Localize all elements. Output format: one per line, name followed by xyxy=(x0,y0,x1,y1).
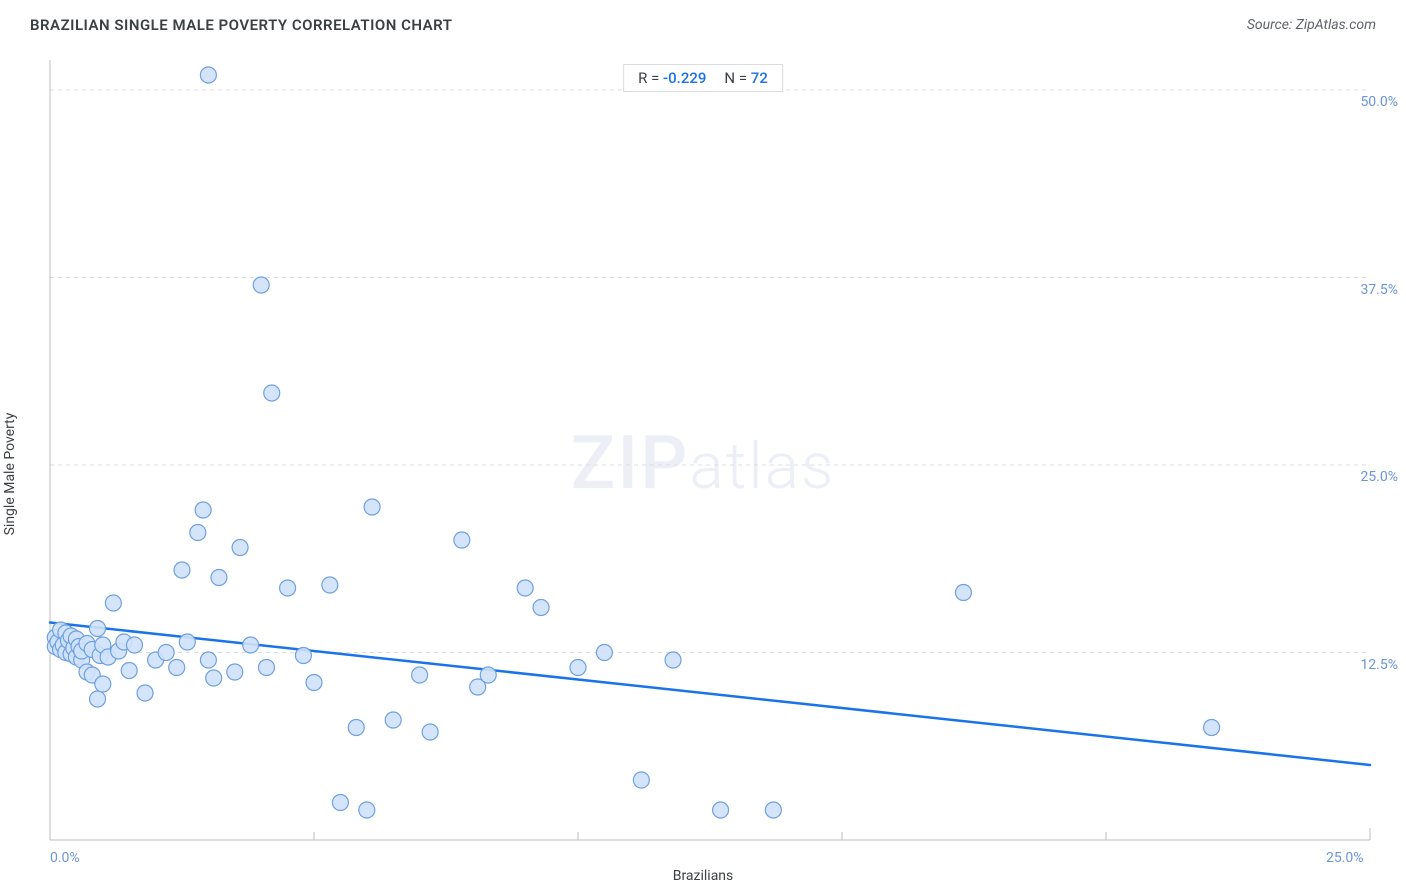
stat-n-label: N = xyxy=(724,69,750,87)
chart-header: BRAZILIAN SINGLE MALE POVERTY CORRELATIO… xyxy=(0,0,1406,40)
source-prefix: Source: xyxy=(1247,17,1296,33)
source-attribution: Source: ZipAtlas.com xyxy=(1247,17,1376,33)
scatter-plot-svg xyxy=(0,40,1406,892)
stat-r-value: -0.229 xyxy=(663,69,706,87)
stat-r: R = -0.229 xyxy=(638,69,706,87)
y-tick-label: 25.0% xyxy=(1360,469,1398,485)
chart-area: Single Male Poverty Brazilians ZIPatlas … xyxy=(0,40,1406,892)
y-tick-label: 37.5% xyxy=(1360,282,1398,298)
stat-r-label: R = xyxy=(638,69,663,87)
x-tick-label: 0.0% xyxy=(50,850,80,866)
stat-n-value: 72 xyxy=(751,69,768,87)
stat-n: N = 72 xyxy=(724,69,767,87)
y-tick-label: 50.0% xyxy=(1360,94,1398,110)
x-tick-label: 25.0% xyxy=(1326,850,1364,866)
y-tick-label: 12.5% xyxy=(1360,657,1398,673)
source-name: ZipAtlas.com xyxy=(1296,17,1376,33)
chart-title: BRAZILIAN SINGLE MALE POVERTY CORRELATIO… xyxy=(30,16,452,34)
stats-box: R = -0.229 N = 72 xyxy=(623,64,783,92)
